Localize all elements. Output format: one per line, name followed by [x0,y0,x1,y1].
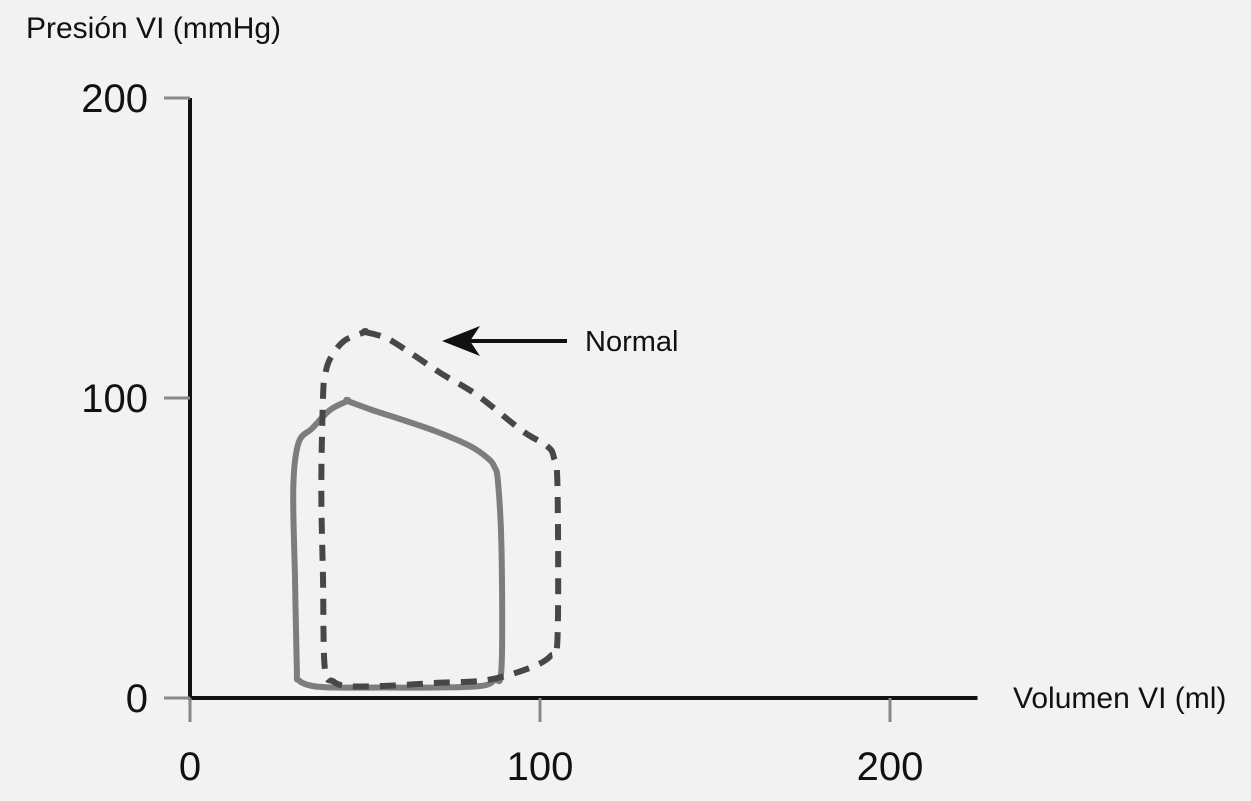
x-tick-label: 200 [857,745,924,789]
y-tick-label: 100 [81,377,148,421]
x-tick-label: 0 [179,745,201,789]
y-tick-label: 0 [126,677,148,721]
series-solid-loop [290,396,506,691]
annotation-arrow-head [442,326,480,356]
annotations: Normal [442,326,678,358]
y-tick-label: 200 [81,77,148,121]
annotation-normal-label: Normal [585,326,678,358]
y-axis-title: Presión VI (mmHg) [26,12,281,45]
x-tick-label: 100 [507,745,574,789]
axes [188,98,978,700]
series [290,328,562,691]
ticks: 0 100 200 0 100 200 [81,77,923,789]
x-axis-title: Volumen VI (ml) [1013,682,1226,715]
series-normal-loop [318,328,562,690]
